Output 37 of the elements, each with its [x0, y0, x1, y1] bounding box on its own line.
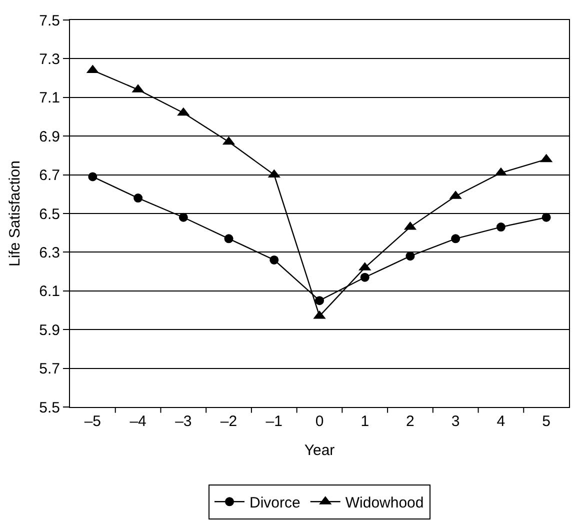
- point: [315, 296, 324, 306]
- point: [88, 172, 98, 182]
- x-tick-label: 4: [496, 413, 506, 430]
- y-tick-label: 6.9: [39, 128, 60, 146]
- y-tick-label: 6.5: [39, 206, 60, 223]
- x-tick-label: –2: [220, 413, 238, 430]
- y-tick-label: 7.1: [39, 90, 60, 107]
- y-tick-label: 6.1: [39, 283, 60, 300]
- y-tick-label: 7.5: [39, 12, 60, 30]
- point: [270, 255, 279, 264]
- x-tick-label: –3: [175, 413, 192, 430]
- point: [360, 272, 370, 282]
- y-tick-label: 5.5: [39, 399, 60, 416]
- x-tick-label: –5: [84, 413, 102, 430]
- y-tick-label: 5.7: [39, 360, 60, 378]
- point: [178, 212, 188, 222]
- point: [134, 194, 143, 203]
- y-tick-label: 6.7: [39, 167, 60, 184]
- legend-label: Widowhood: [345, 494, 424, 512]
- x-tick-label: 1: [360, 413, 370, 430]
- x-tick-label: 5: [542, 413, 550, 430]
- point: [406, 252, 415, 261]
- x-tick-label: 3: [451, 413, 460, 430]
- x-tick-label: 0: [315, 413, 324, 430]
- x-tick-label: –1: [266, 413, 282, 430]
- y-tick-label: 7.3: [39, 50, 60, 68]
- y-tick-label: 6.3: [39, 244, 60, 262]
- point: [224, 234, 234, 244]
- legend-label: Divorce: [250, 494, 300, 512]
- x-tick-label: –4: [130, 413, 146, 430]
- y-tick-label: 5.9: [39, 322, 60, 339]
- point: [542, 212, 551, 222]
- point: [451, 234, 460, 244]
- point: [496, 222, 506, 232]
- x-tick-label: 2: [406, 413, 414, 430]
- y-axis-title: Life Satisfaction: [6, 160, 24, 266]
- x-axis-title: Year: [304, 442, 335, 459]
